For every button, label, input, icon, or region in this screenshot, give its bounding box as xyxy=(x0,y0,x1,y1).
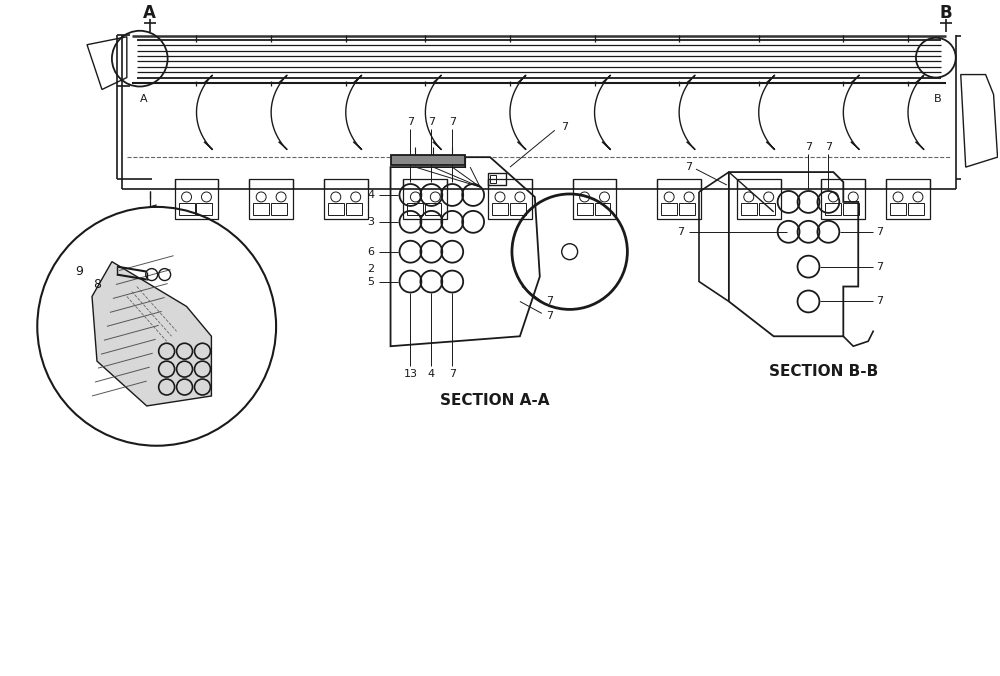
Text: 7: 7 xyxy=(805,142,812,152)
Bar xyxy=(391,155,465,165)
Text: 7: 7 xyxy=(546,297,553,306)
Bar xyxy=(661,203,677,215)
Text: 7: 7 xyxy=(546,312,553,321)
Text: 7: 7 xyxy=(449,118,456,127)
Bar xyxy=(249,179,293,219)
Bar xyxy=(741,203,757,215)
Bar xyxy=(407,203,423,215)
Bar xyxy=(890,203,906,215)
Text: 4: 4 xyxy=(428,369,435,379)
Bar xyxy=(577,203,593,215)
Text: 7: 7 xyxy=(825,142,832,152)
Text: A: A xyxy=(140,95,148,104)
Bar xyxy=(843,203,859,215)
Bar xyxy=(908,203,924,215)
Bar xyxy=(196,203,212,215)
Text: 7: 7 xyxy=(686,162,693,172)
Text: 7: 7 xyxy=(678,226,685,237)
Text: 2: 2 xyxy=(367,264,374,274)
Text: 13: 13 xyxy=(403,369,417,379)
Text: 7: 7 xyxy=(877,262,884,272)
Text: 6: 6 xyxy=(367,247,374,257)
Bar xyxy=(737,179,781,219)
Text: 7: 7 xyxy=(449,369,456,379)
Bar xyxy=(821,179,865,219)
Bar xyxy=(346,203,362,215)
Text: A: A xyxy=(143,4,156,22)
Bar xyxy=(488,179,532,219)
Bar xyxy=(510,203,526,215)
Bar xyxy=(271,203,287,215)
Text: 5: 5 xyxy=(367,276,374,287)
Text: 4: 4 xyxy=(367,190,374,200)
Text: SECTION A-A: SECTION A-A xyxy=(440,393,550,408)
Bar xyxy=(253,203,269,215)
Bar xyxy=(425,203,441,215)
Bar xyxy=(175,179,218,219)
Text: 7: 7 xyxy=(561,122,568,132)
Bar xyxy=(595,203,610,215)
Bar xyxy=(391,155,465,165)
Bar xyxy=(886,179,930,219)
Text: 3: 3 xyxy=(367,217,374,227)
Text: B: B xyxy=(939,4,952,22)
Bar xyxy=(679,203,695,215)
Bar xyxy=(825,203,841,215)
Text: SECTION B-B: SECTION B-B xyxy=(769,364,878,379)
Bar xyxy=(657,179,701,219)
Bar xyxy=(324,179,368,219)
Text: 8: 8 xyxy=(93,278,101,291)
Text: B: B xyxy=(934,95,942,104)
Bar xyxy=(179,203,195,215)
Polygon shape xyxy=(92,262,211,406)
Bar xyxy=(328,203,344,215)
Text: 9: 9 xyxy=(75,265,83,278)
Bar xyxy=(492,203,508,215)
Bar xyxy=(490,175,496,183)
Bar xyxy=(573,179,616,219)
Bar xyxy=(403,179,447,219)
Text: 7: 7 xyxy=(407,118,414,127)
Text: 7: 7 xyxy=(428,118,435,127)
Text: 7: 7 xyxy=(877,226,884,237)
Text: 7: 7 xyxy=(877,297,884,306)
Bar xyxy=(488,173,506,185)
Bar xyxy=(759,203,775,215)
